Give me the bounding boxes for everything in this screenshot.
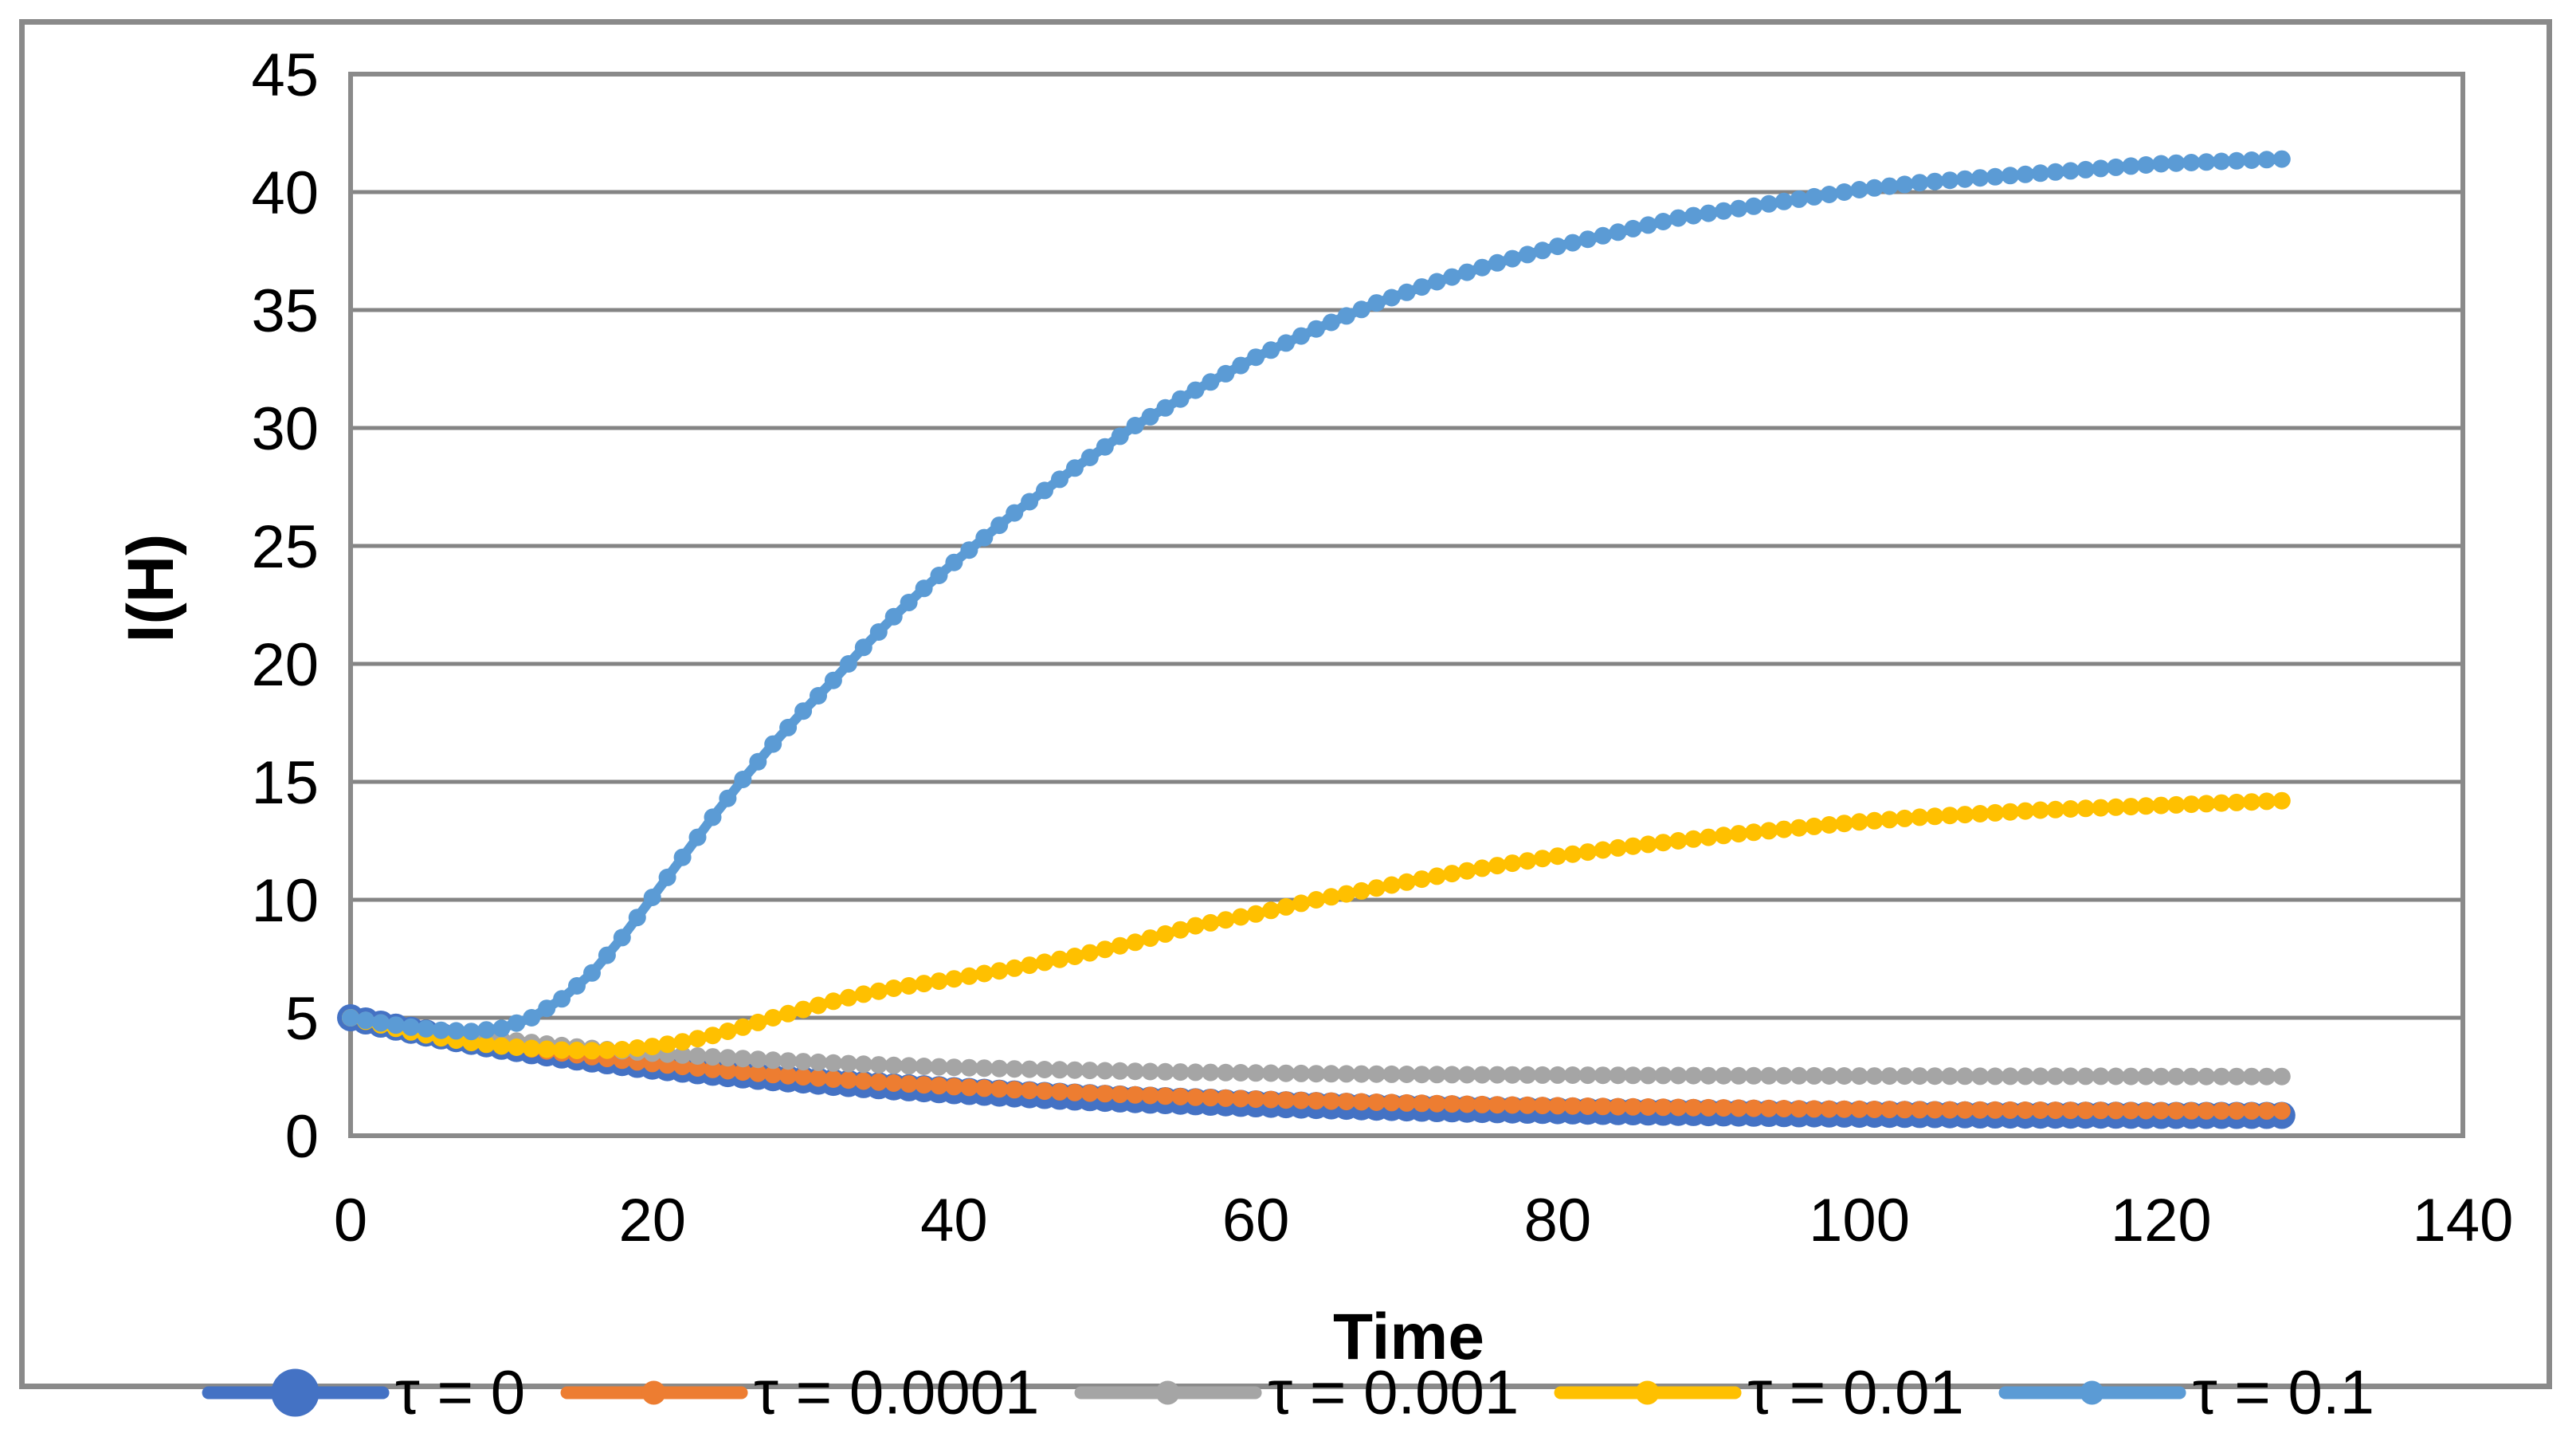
legend-marker-tau-0.01 <box>1554 1380 1742 1404</box>
y-tick-label: 0 <box>285 1103 319 1171</box>
legend: τ = 0 τ = 0.0001 τ = 0.001 τ = 0.01 τ = … <box>202 1356 2374 1429</box>
series-τ=0.1 <box>342 150 2291 1041</box>
legend-item-tau-0: τ = 0 <box>202 1356 525 1429</box>
legend-item-tau-0.01: τ = 0.01 <box>1554 1356 1964 1429</box>
legend-label: τ = 0.001 <box>1268 1356 1519 1427</box>
y-tick-label: 45 <box>251 41 319 109</box>
legend-label: τ = 0.01 <box>1747 1356 1964 1427</box>
legend-marker-tau-0.0001 <box>560 1380 748 1404</box>
y-tick-label: 20 <box>251 631 319 699</box>
legend-label: τ = 0 <box>395 1356 526 1427</box>
x-tick-label: 40 <box>920 1187 988 1254</box>
legend-marker-tau-0.001 <box>1074 1380 1262 1404</box>
y-tick-label: 25 <box>251 513 319 581</box>
x-tick-label: 20 <box>618 1187 686 1254</box>
legend-label: τ = 0.1 <box>2192 1356 2374 1427</box>
legend-marker-tau-0 <box>202 1368 390 1416</box>
y-tick-label: 10 <box>251 867 319 935</box>
x-tick-label: 60 <box>1222 1187 1290 1254</box>
legend-marker-tau-0.1 <box>1998 1380 2186 1404</box>
x-tick-label: 120 <box>2111 1187 2212 1254</box>
y-tick-label: 15 <box>251 749 319 817</box>
series-τ=0.0001 <box>342 1009 2291 1120</box>
x-tick-label: 80 <box>1524 1187 1592 1254</box>
x-tick-label: 140 <box>2413 1187 2514 1254</box>
legend-label: τ = 0.0001 <box>754 1356 1040 1427</box>
x-axis-title: Time <box>1333 1301 1484 1373</box>
y-tick-label: 5 <box>285 985 319 1053</box>
series-τ=0.001 <box>342 1009 2291 1085</box>
legend-item-tau-0.0001: τ = 0.0001 <box>560 1356 1039 1429</box>
figure-border <box>19 19 2552 1389</box>
legend-item-tau-0.1: τ = 0.1 <box>1998 1356 2374 1429</box>
y-axis-title: I(H) <box>115 533 187 643</box>
y-tick-label: 35 <box>251 277 319 345</box>
legend-item-tau-0.001: τ = 0.001 <box>1074 1356 1519 1429</box>
y-tick-label: 30 <box>251 395 319 463</box>
y-tick-label: 40 <box>251 159 319 227</box>
x-tick-label: 0 <box>334 1187 367 1254</box>
x-tick-label: 100 <box>1809 1187 1910 1254</box>
